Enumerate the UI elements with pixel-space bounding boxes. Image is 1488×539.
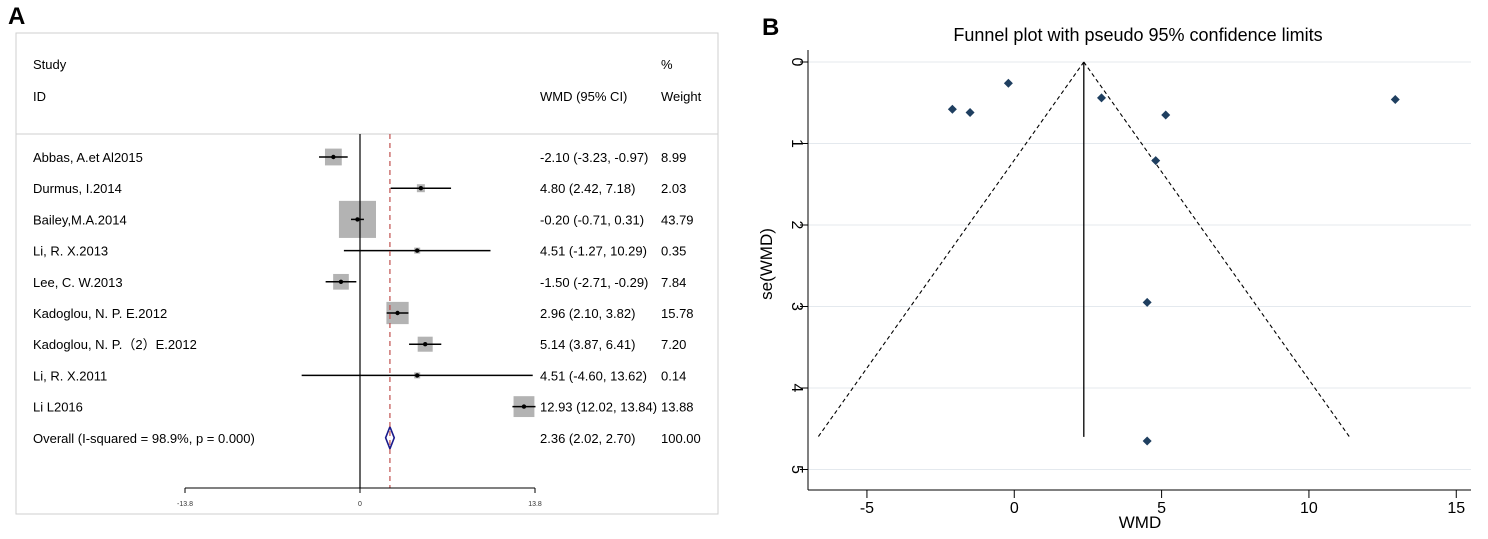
funnel-study-point [1003,78,1013,88]
study-ci-text: 2.96 (2.10, 3.82) [540,306,635,321]
funnel-y-tick-label: 0 [788,58,805,67]
funnel-x-axis-title: WMD [1119,513,1161,532]
forest-x-tick-label: 13.8 [528,501,542,508]
forest-header-pct: % [661,57,673,72]
study-point [422,342,428,347]
funnel-title: Funnel plot with pseudo 95% confidence l… [953,25,1322,45]
study-weight-text: 7.20 [661,337,686,352]
forest-x-tick-label: -13.8 [177,501,193,508]
funnel-x-tick-label: 5 [1157,500,1166,517]
forest-header-weight: Weight [661,89,702,104]
study-ci-text: 4.51 (-1.27, 10.29) [540,244,647,259]
study-label: Bailey,M.A.2014 [33,212,127,227]
study-ci-text: 12.93 (12.02, 13.84) [540,400,657,415]
funnel-y-tick-label: 1 [788,139,805,148]
funnel-study-point [1151,156,1161,166]
panel-a-label: A [8,3,25,30]
study-ci-text: 4.80 (2.42, 7.18) [540,181,635,196]
funnel-x-tick-label: 15 [1447,500,1465,517]
funnel-x-tick-label: 0 [1010,500,1019,517]
study-point [521,404,527,409]
study-ci-text: 4.51 (-4.60, 13.62) [540,368,647,383]
forest-header-ci: WMD (95% CI) [540,89,627,104]
study-ci-text: 5.14 (3.87, 6.41) [540,337,635,352]
funnel-x-tick-label: 10 [1300,500,1318,517]
funnel-study-point [947,104,957,114]
study-ci-text: -2.10 (-3.23, -0.97) [540,150,648,165]
funnel-plot: 0 1 2 3 4 5 -5 0 5 10 15 [788,50,1471,517]
overall-weight-text: 100.00 [661,431,701,446]
forest-x-axis: -13.8 0 13.8 [177,134,542,508]
funnel-study-point [1390,94,1400,104]
study-point [395,310,400,316]
study-label: Durmus, I.2014 [33,181,122,196]
funnel-y-tick-label: 2 [788,221,805,230]
study-ci-text: -0.20 (-0.71, 0.31) [540,212,644,227]
study-label: Kadoglou, N. P. E.2012 [33,306,167,321]
study-label: Kadoglou, N. P.（2）E.2012 [33,337,197,352]
forest-header-id: ID [33,89,46,104]
study-point [414,248,420,253]
overall-diamond [384,424,396,451]
funnel-y-axis-title: se(WMD) [757,228,776,300]
forest-rows: Abbas, A.et Al2015 -2.10 (-3.23, -0.97) 8.… [33,148,701,451]
study-weight-text: 0.35 [661,244,686,259]
funnel-y-tick-label: 4 [788,384,805,393]
study-point [414,373,420,378]
study-weight-text: 7.84 [661,275,686,290]
funnel-study-point [1096,93,1106,103]
study-weight-text: 15.78 [661,306,694,321]
funnel-y-tick-label: 5 [788,465,805,474]
funnel-y-tick-label: 3 [788,302,805,311]
study-weight-text: 43.79 [661,212,694,227]
funnel-x-tick-label: -5 [860,500,874,517]
forest-x-tick-label: 0 [358,501,362,508]
study-point [331,154,336,160]
study-weight-text: 0.14 [661,368,686,383]
study-label: Li L2016 [33,400,83,415]
overall-label: Overall (I-squared = 98.9%, p = 0.000) [33,431,255,446]
funnel-study-point [1142,297,1152,307]
funnel-plot-area [808,50,1471,490]
study-point [418,186,424,191]
funnel-study-point [1161,110,1171,120]
study-label: Lee, C. W.2013 [33,275,123,290]
forest-plot-frame [15,32,719,515]
overall-ci-text: 2.36 (2.02, 2.70) [540,431,635,446]
study-point [338,279,344,284]
funnel-study-point [965,108,975,118]
forest-header-study: Study [33,57,67,72]
study-weight-text: 8.99 [661,150,686,165]
study-point [355,217,360,222]
panel-b-label: B [762,14,779,41]
study-label: Li, R. X.2013 [33,244,108,259]
study-label: Li, R. X.2011 [33,368,107,383]
study-weight-text: 13.88 [661,400,694,415]
study-label: Abbas, A.et Al2015 [33,150,143,165]
study-ci-text: -1.50 (-2.71, -0.29) [540,275,648,290]
study-weight-text: 2.03 [661,181,686,196]
funnel-study-point [1142,436,1152,446]
